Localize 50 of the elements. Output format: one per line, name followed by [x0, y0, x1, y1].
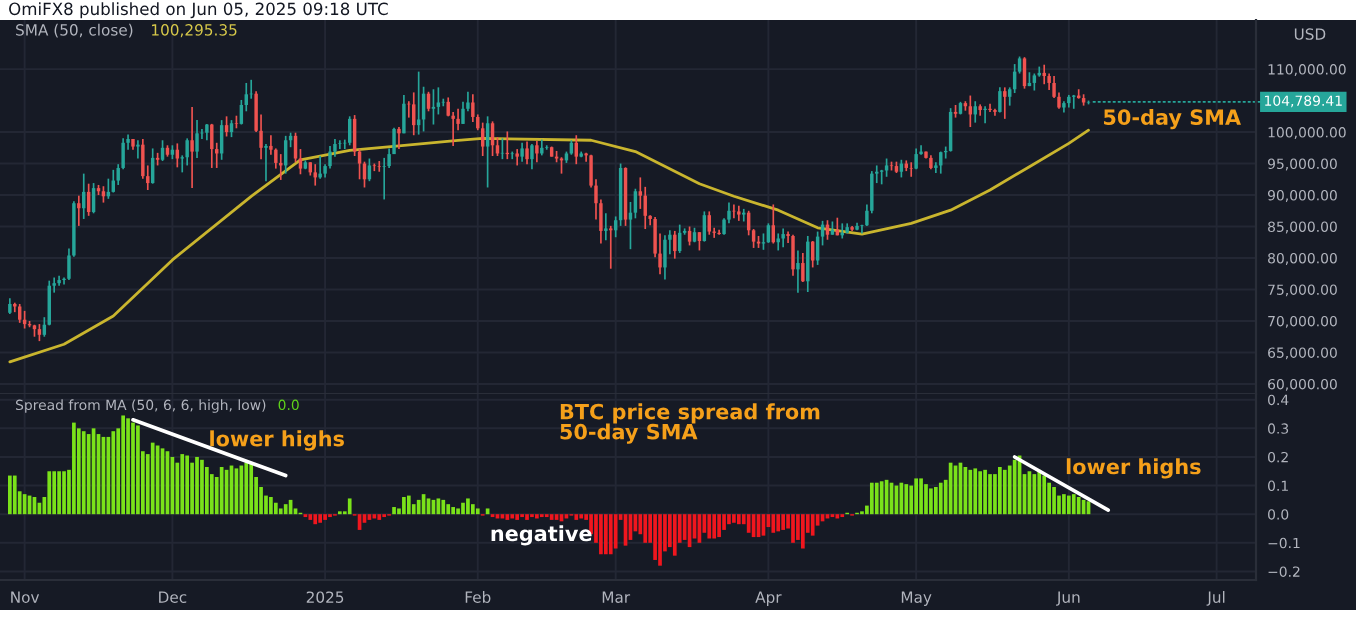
candlestick	[190, 106, 194, 189]
candlestick	[796, 249, 800, 294]
candlestick	[510, 150, 514, 160]
candlestick	[264, 143, 268, 183]
annotation: lower highs	[210, 430, 344, 451]
candlestick	[525, 140, 529, 166]
candlestick	[604, 212, 608, 242]
candlestick	[535, 140, 539, 164]
candlestick	[175, 142, 180, 169]
text: OmiFX8 published on Jun 05, 2025 09:18 UTC	[9, 2, 388, 19]
line-series	[8, 128, 1090, 364]
candlestick	[195, 119, 199, 159]
candlestick	[338, 139, 342, 150]
candlestick	[983, 105, 987, 125]
annotation: BTC price spread from 50-day SMA	[560, 403, 820, 444]
candlestick	[1042, 63, 1046, 86]
candlestick	[185, 137, 189, 167]
candlestick	[776, 232, 780, 252]
candlestick	[707, 210, 711, 236]
candlestick	[480, 121, 485, 157]
candlestick	[717, 228, 721, 236]
candlestick	[801, 252, 805, 283]
candlestick	[1003, 86, 1007, 120]
candlestick	[806, 235, 810, 293]
candlestick	[485, 115, 490, 189]
annotation: lower highs	[1066, 458, 1201, 479]
candlestick	[998, 86, 1002, 114]
candlestick	[545, 144, 549, 151]
candlestick	[530, 143, 534, 171]
candlestick	[697, 231, 702, 252]
candlestick	[318, 155, 322, 180]
candlestick	[416, 70, 421, 136]
annotation: 50-day SMA	[1104, 108, 1241, 130]
candlestick	[988, 102, 992, 113]
candlestick	[328, 145, 332, 170]
candlestick	[77, 194, 81, 227]
candlestick	[471, 93, 475, 123]
candlestick	[397, 126, 401, 150]
candlestick	[781, 227, 785, 249]
candlestick	[402, 94, 406, 135]
candlestick	[210, 123, 214, 169]
candlestick	[791, 233, 795, 277]
candlestick	[377, 160, 381, 173]
annotation: negative	[491, 525, 592, 546]
candlestick	[17, 303, 22, 324]
candlestick	[663, 234, 667, 281]
candlestick	[136, 139, 140, 160]
candlestick	[520, 141, 524, 163]
candlestick	[673, 230, 677, 260]
candlestick	[909, 161, 913, 178]
